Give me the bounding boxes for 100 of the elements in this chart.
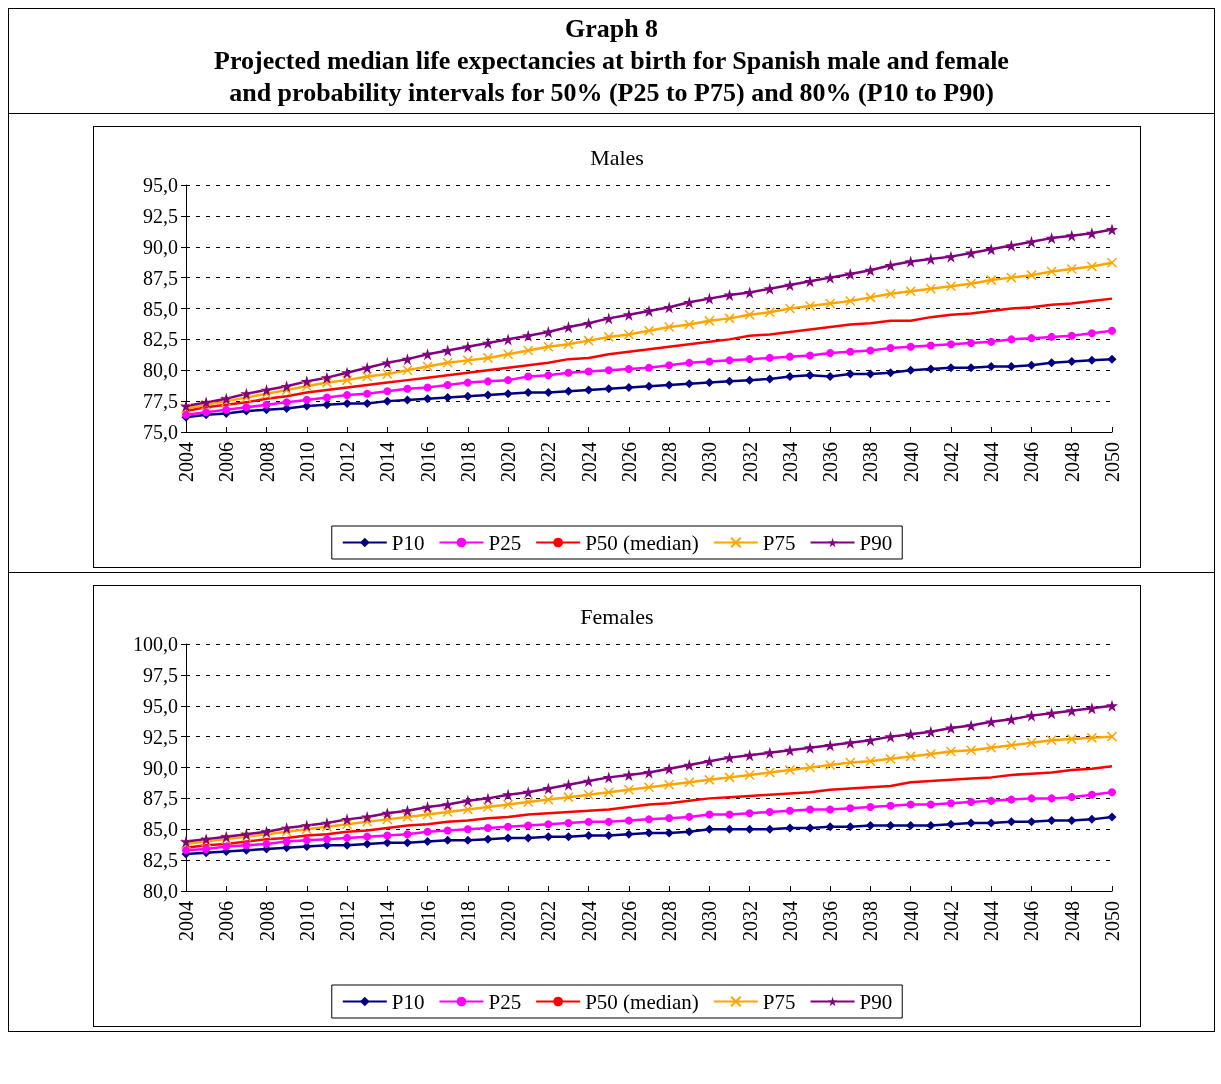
point <box>602 312 615 325</box>
point <box>362 399 372 409</box>
x-tick-label: 2032 <box>738 901 761 941</box>
point <box>584 817 593 826</box>
point <box>905 751 916 762</box>
point <box>745 809 754 818</box>
x-tick-label: 2050 <box>1101 901 1123 941</box>
point <box>280 822 293 835</box>
x-tick-label: 2012 <box>336 442 359 482</box>
point <box>965 744 977 756</box>
point <box>584 367 593 376</box>
point <box>504 822 513 831</box>
point <box>341 374 353 386</box>
chart-title: Males <box>590 144 644 170</box>
point <box>583 335 594 346</box>
point <box>684 827 694 837</box>
point <box>1026 360 1036 370</box>
point <box>481 792 494 805</box>
x-tick-label: 2038 <box>859 442 882 482</box>
legend-label: P10 <box>391 989 425 1014</box>
x-tick-label: 2040 <box>899 442 922 482</box>
point <box>804 762 816 773</box>
point <box>1106 699 1118 712</box>
point <box>785 352 794 361</box>
point <box>1087 329 1096 338</box>
point <box>483 824 492 833</box>
legend-label: P75 <box>762 530 796 555</box>
point <box>604 830 614 840</box>
point <box>825 371 835 381</box>
point <box>665 361 674 370</box>
point <box>1067 793 1076 802</box>
point <box>261 388 272 399</box>
point <box>543 387 553 397</box>
point <box>724 313 735 324</box>
point <box>906 821 916 831</box>
point <box>282 398 291 407</box>
point <box>865 292 876 303</box>
point <box>985 274 997 286</box>
point <box>704 774 715 786</box>
point <box>744 769 755 781</box>
point <box>684 319 695 330</box>
point <box>423 837 433 847</box>
point <box>845 369 855 379</box>
x-tick-label: 2016 <box>416 901 439 941</box>
y-tick-label: 87,5 <box>143 266 178 289</box>
point <box>663 779 675 791</box>
point <box>482 352 494 364</box>
point <box>1087 790 1096 799</box>
x-tick-label: 2030 <box>698 442 721 482</box>
point <box>785 371 795 381</box>
point <box>1067 816 1077 826</box>
point <box>744 309 755 320</box>
point <box>584 830 594 840</box>
point <box>806 805 815 814</box>
point <box>805 370 815 380</box>
point <box>423 394 433 404</box>
point <box>1107 812 1117 822</box>
point <box>946 799 955 808</box>
point <box>382 396 392 406</box>
point <box>987 337 996 346</box>
point <box>1087 355 1097 365</box>
point <box>382 838 392 848</box>
point <box>1067 331 1076 340</box>
point <box>302 842 312 852</box>
point <box>664 380 674 390</box>
point <box>665 814 674 823</box>
point <box>363 389 372 398</box>
point <box>383 831 392 840</box>
point <box>925 283 937 294</box>
legend-label: P10 <box>391 530 425 555</box>
x-tick-label: 2028 <box>658 901 681 941</box>
point <box>241 392 252 403</box>
point <box>1047 794 1056 803</box>
point <box>1026 269 1037 281</box>
x-tick-label: 2034 <box>778 442 801 482</box>
point <box>361 816 373 828</box>
point <box>222 842 231 851</box>
point <box>422 809 433 820</box>
point <box>563 339 574 350</box>
chart-title: Females <box>580 603 654 629</box>
point <box>463 835 473 845</box>
point <box>865 821 875 831</box>
point <box>1066 263 1077 275</box>
point <box>402 838 412 848</box>
x-tick-label: 2018 <box>456 442 479 482</box>
y-tick-label: 90,0 <box>143 235 178 258</box>
point <box>321 821 333 833</box>
point <box>865 756 876 767</box>
point <box>885 288 896 299</box>
x-tick-label: 2028 <box>658 442 681 482</box>
point <box>483 390 493 400</box>
point <box>1047 332 1056 341</box>
x-tick-label: 2016 <box>416 442 439 482</box>
point <box>826 805 835 814</box>
point <box>1067 357 1077 367</box>
point <box>343 833 352 842</box>
point <box>1046 266 1057 277</box>
point <box>362 839 372 849</box>
point <box>463 825 472 834</box>
x-tick-label: 2036 <box>819 442 842 482</box>
